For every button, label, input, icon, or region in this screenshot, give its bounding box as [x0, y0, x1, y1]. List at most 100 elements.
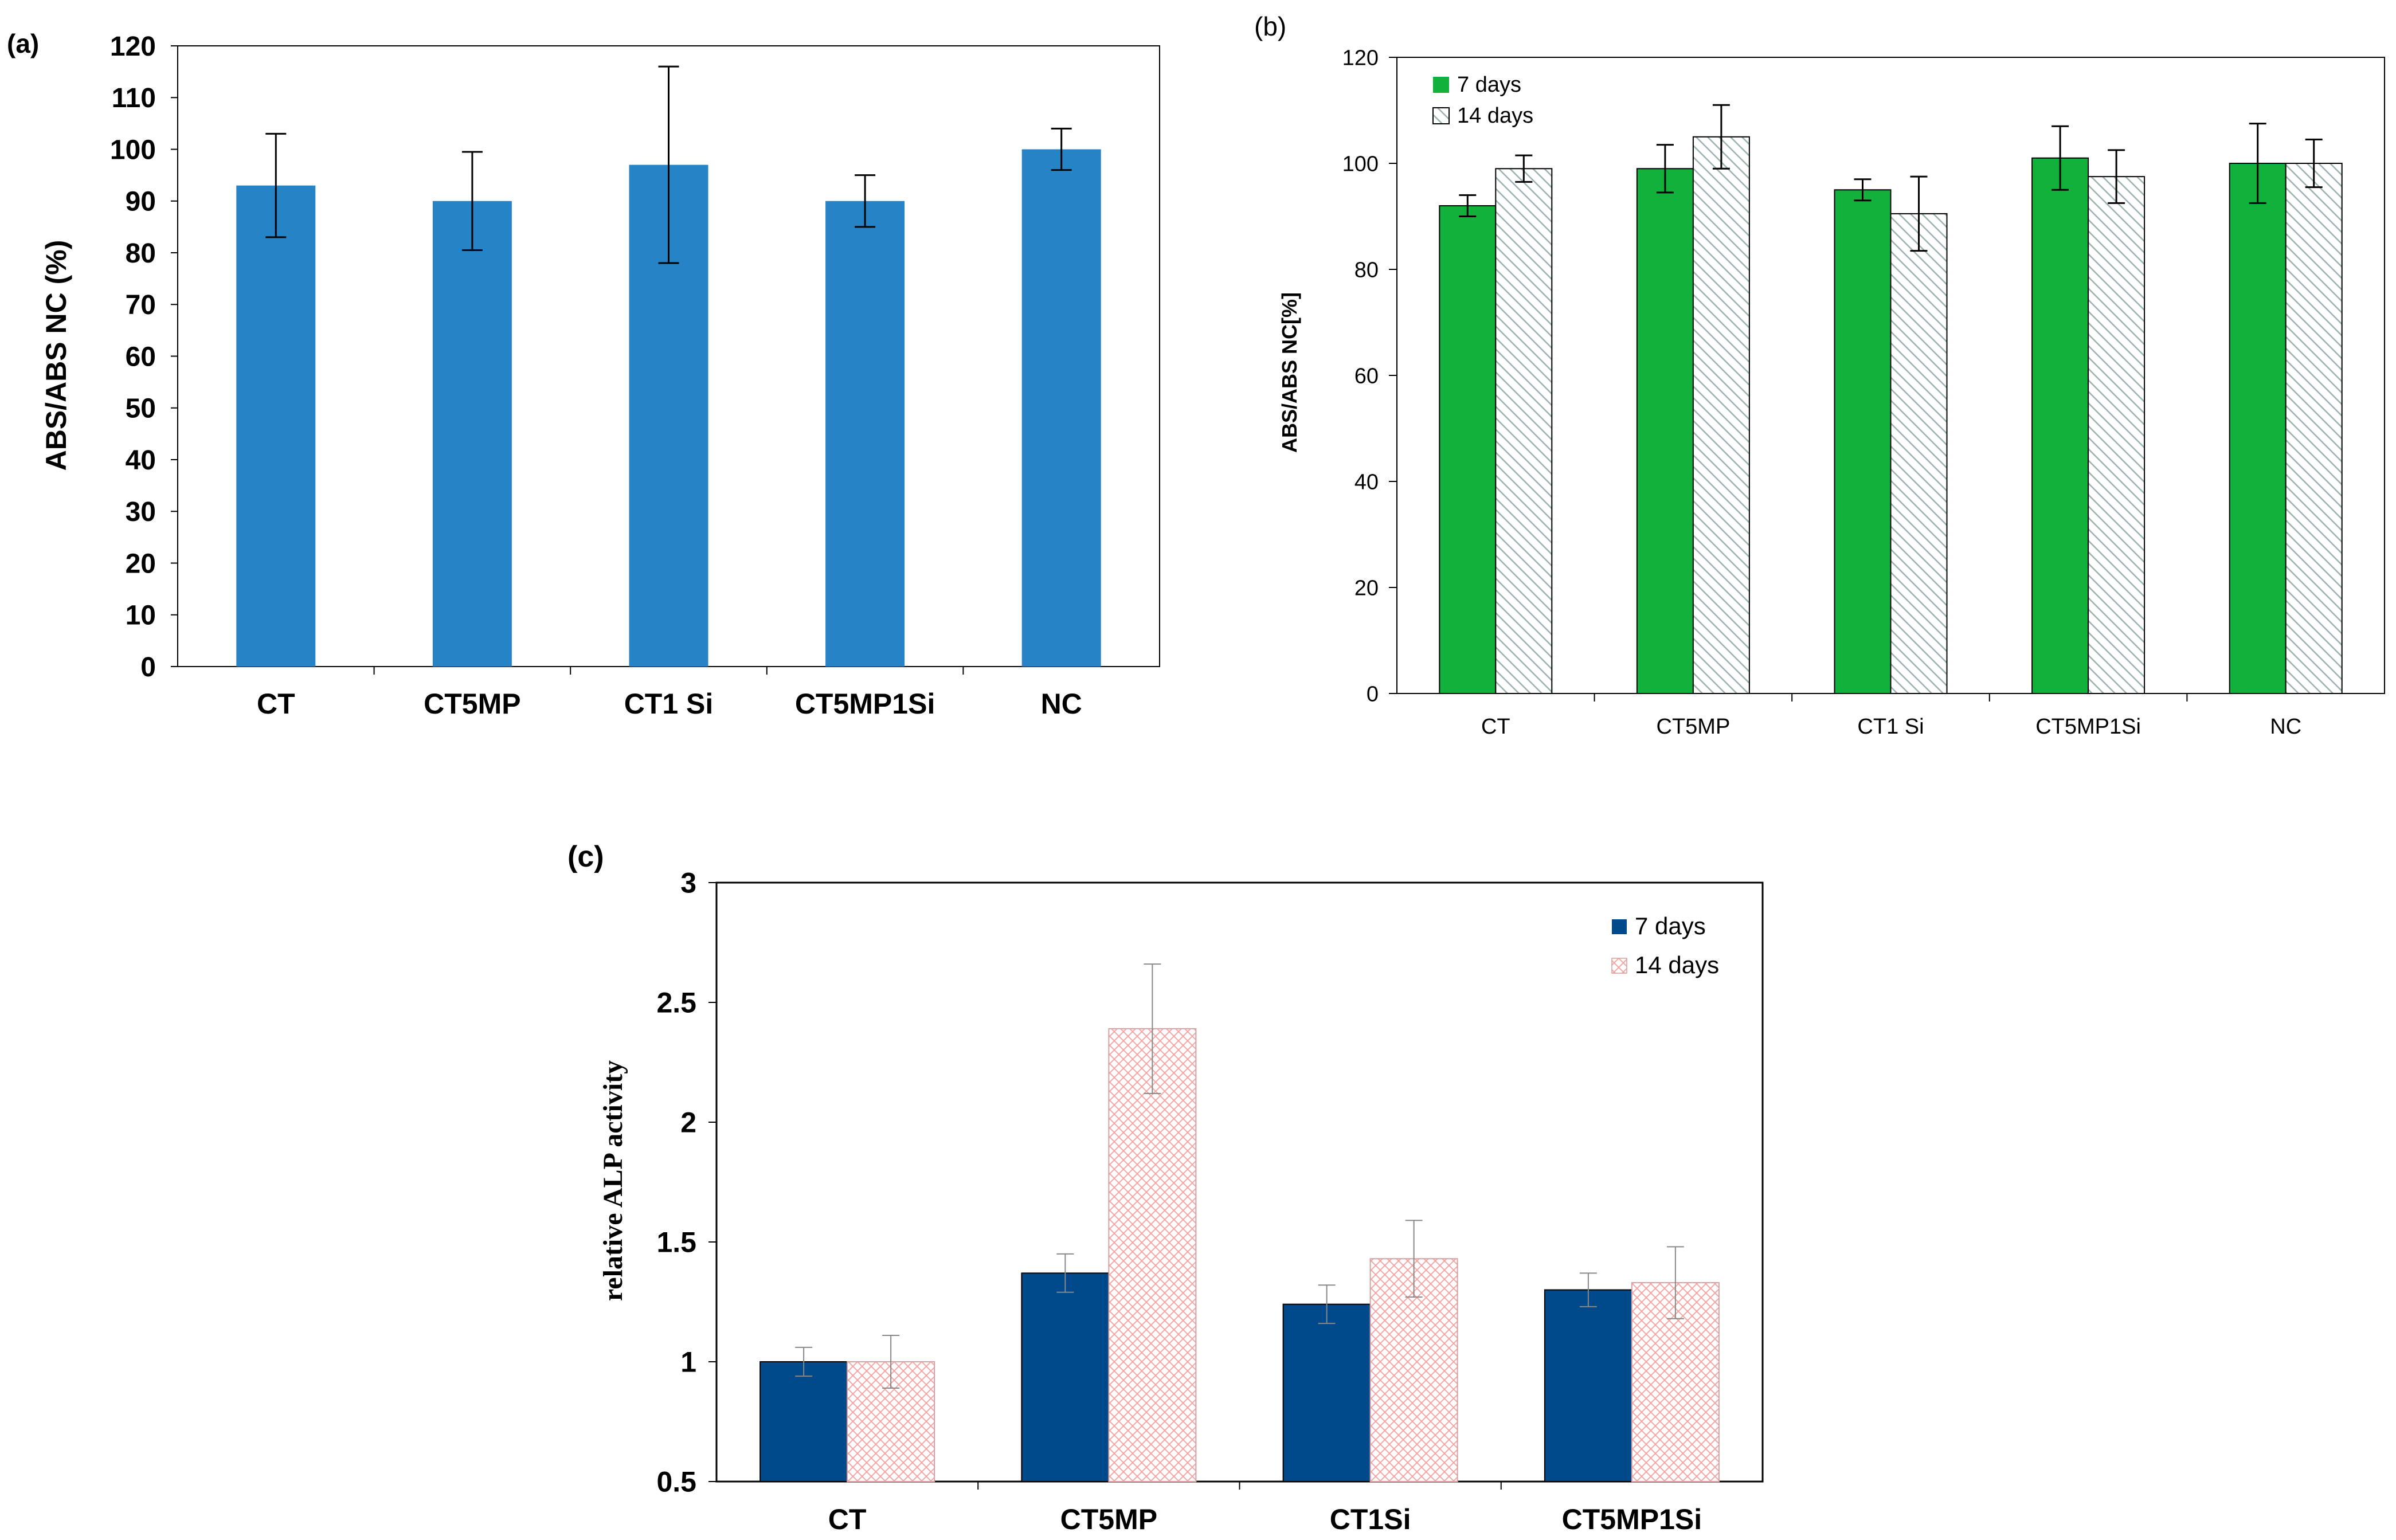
- bar-b-s1-0: [1495, 168, 1553, 694]
- x-tick-label-a-3: CT5MP1Si: [795, 688, 935, 720]
- y-tick-label-a-1: 10: [126, 601, 156, 631]
- legend-swatch-b-7days: [1433, 77, 1449, 93]
- error-bar-a-s0-3: [855, 174, 876, 228]
- error-bar-b-s1-1: [1712, 104, 1730, 170]
- y-tick-label-b-5: 100: [1342, 152, 1379, 176]
- x-tick-label-a-4: NC: [1041, 688, 1082, 720]
- error-bar-a-s0-2: [658, 65, 679, 264]
- bar-a-s0-0: [236, 185, 316, 667]
- legend-swatch-c-7days: [1612, 919, 1627, 934]
- error-bar-b-s1-0: [1515, 154, 1533, 183]
- error-bar-c-s1-3: [1666, 1246, 1684, 1319]
- y-tick-label-a-11: 110: [112, 83, 156, 113]
- legend-text-c-14days: 14 days: [1635, 951, 1719, 978]
- y-tick-label-c-5: 3: [680, 867, 696, 899]
- x-tick-label-b-3: CT5MP1Si: [2035, 715, 2141, 739]
- y-tick-label-a-10: 100: [110, 135, 156, 165]
- bar-b-s1-4: [2285, 163, 2343, 694]
- panel-label-a: (a): [7, 29, 39, 58]
- error-bar-b-s1-3: [2108, 149, 2125, 204]
- x-tick-label-c-2: CT1Si: [1330, 1503, 1411, 1535]
- y-tick-label-b-1: 20: [1354, 576, 1379, 600]
- bar-c-s0-0: [759, 1361, 848, 1482]
- y-tick-label-c-0: 0.5: [656, 1466, 696, 1498]
- bar-c-s0-3: [1544, 1289, 1632, 1483]
- y-tick-label-a-0: 0: [140, 652, 156, 683]
- x-tick-label-c-1: CT5MP: [1060, 1503, 1157, 1535]
- bar-b-s0-1: [1636, 168, 1694, 694]
- bar-b-s1-2: [1890, 213, 1948, 694]
- error-bar-a-s0-1: [461, 151, 483, 251]
- legend-b: 7 days 14 days: [1432, 73, 1533, 128]
- y-axis-label-b: ABS/ABS NC[%]: [1278, 292, 1301, 453]
- bar-a-s0-4: [1021, 149, 1101, 667]
- bar-b-s0-4: [2229, 163, 2287, 694]
- chart-panel-a: ABS/ABS NC (%) 0 10 20 30 40 50 60 70 80 90 100 110…: [40, 32, 1160, 720]
- error-bar-a-s0-0: [265, 132, 287, 238]
- chart-panel-b: ABS/ABS NC[%] 0 20 40 60 80 100 120 CT CT5MP CT1 …: [1278, 46, 2385, 739]
- bar-b-s0-3: [2031, 157, 2089, 694]
- x-tick-label-b-2: CT1 Si: [1857, 715, 1924, 739]
- x-tick-label-b-4: NC: [2270, 715, 2301, 739]
- error-bar-b-s0-4: [2249, 123, 2266, 204]
- error-bar-a-s0-4: [1051, 127, 1072, 171]
- y-tick-label-a-4: 40: [126, 445, 156, 476]
- panel-label-c: (c): [567, 840, 604, 873]
- y-tick-label-b-3: 60: [1354, 364, 1379, 388]
- bar-b-s0-0: [1439, 205, 1497, 694]
- x-tick-label-b-0: CT: [1481, 715, 1510, 739]
- error-bar-c-s1-0: [882, 1335, 900, 1389]
- y-tick-label-a-9: 90: [126, 187, 156, 217]
- legend-c: 7 days 14 days: [1611, 912, 1719, 978]
- y-tick-label-a-12: 120: [110, 32, 156, 62]
- error-bar-b-s0-0: [1459, 194, 1477, 217]
- y-tick-label-a-6: 60: [126, 342, 156, 372]
- y-tick-label-b-0: 0: [1367, 682, 1379, 706]
- bar-c-s0-1: [1021, 1272, 1110, 1483]
- error-bar-b-s1-4: [2305, 138, 2323, 189]
- x-tick-label-c-0: CT: [828, 1503, 867, 1535]
- y-axis-label-c: relative ALP activity: [598, 1060, 628, 1301]
- y-tick-label-c-1: 1: [680, 1346, 696, 1378]
- bar-c-s1-1: [1108, 1028, 1197, 1482]
- x-tick-label-a-1: CT5MP: [424, 688, 520, 720]
- error-bar-c-s0-1: [1056, 1253, 1074, 1293]
- error-bar-b-s0-1: [1656, 144, 1674, 194]
- bar-a-s0-3: [825, 201, 905, 667]
- chart-panel-c: relative ALP activity 0.5 1 1.5 2 2.5 3 CT CT5M…: [598, 867, 1764, 1535]
- bar-a-s0-1: [432, 201, 512, 667]
- y-tick-label-a-7: 70: [126, 290, 156, 320]
- error-bar-c-s1-1: [1144, 963, 1161, 1094]
- error-bar-c-s0-2: [1318, 1284, 1336, 1325]
- legend-text-c-7days: 7 days: [1635, 912, 1706, 939]
- y-tick-label-c-2: 1.5: [656, 1226, 696, 1259]
- y-tick-label-b-6: 120: [1342, 46, 1379, 70]
- y-tick-label-a-5: 50: [126, 394, 156, 424]
- bar-b-s1-1: [1692, 136, 1750, 694]
- x-tick-label-c-3: CT5MP1Si: [1562, 1503, 1702, 1535]
- legend-text-b-7days: 7 days: [1457, 73, 1521, 97]
- bar-c-s0-2: [1282, 1303, 1371, 1482]
- x-tick-label-a-0: CT: [257, 688, 295, 720]
- bar-b-s1-3: [2088, 176, 2146, 694]
- error-bar-c-s1-2: [1405, 1220, 1423, 1298]
- error-bar-c-s0-3: [1579, 1272, 1597, 1307]
- y-axis-label-a: ABS/ABS NC (%): [40, 240, 72, 471]
- y-tick-label-c-4: 2.5: [656, 987, 696, 1019]
- legend-text-b-14days: 14 days: [1457, 104, 1533, 128]
- x-tick-label-b-1: CT5MP: [1657, 715, 1731, 739]
- y-tick-label-b-2: 40: [1354, 470, 1379, 494]
- x-tick-label-a-2: CT1 Si: [624, 688, 714, 720]
- error-bar-c-s0-0: [795, 1346, 813, 1377]
- legend-swatch-b-14days: [1432, 107, 1450, 124]
- y-tick-label-c-3: 2: [680, 1107, 696, 1139]
- error-bar-b-s1-2: [1910, 175, 1928, 252]
- bar-b-s0-2: [1834, 189, 1892, 694]
- y-tick-label-a-3: 30: [126, 497, 156, 527]
- error-bar-b-s0-3: [2052, 125, 2069, 191]
- legend-swatch-c-14days: [1611, 958, 1627, 974]
- y-tick-label-a-2: 20: [126, 548, 156, 579]
- panel-label-b: (b): [1254, 11, 1286, 41]
- y-tick-label-b-4: 80: [1354, 258, 1379, 282]
